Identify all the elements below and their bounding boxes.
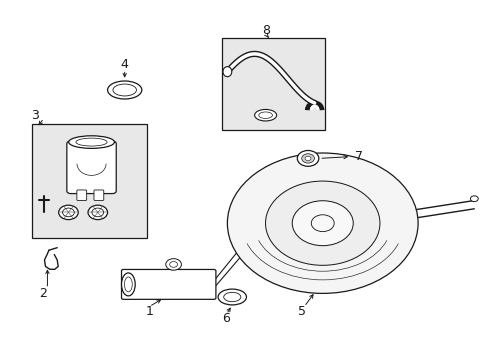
Text: 7: 7 [355, 150, 363, 163]
Bar [222, 38, 325, 130]
Circle shape [165, 258, 181, 270]
Circle shape [305, 156, 310, 161]
Circle shape [292, 201, 352, 246]
Text: 8: 8 [262, 24, 270, 37]
FancyBboxPatch shape [67, 141, 116, 194]
Circle shape [297, 150, 318, 166]
Circle shape [301, 154, 314, 163]
Text: 2: 2 [39, 287, 47, 300]
Circle shape [59, 205, 78, 220]
Text: 3: 3 [31, 109, 39, 122]
Ellipse shape [218, 289, 246, 305]
Text: 4: 4 [121, 58, 128, 71]
FancyBboxPatch shape [121, 270, 215, 300]
FancyBboxPatch shape [77, 190, 86, 201]
FancyBboxPatch shape [94, 190, 103, 201]
Circle shape [469, 196, 477, 202]
Circle shape [88, 205, 107, 220]
Ellipse shape [68, 136, 114, 148]
Ellipse shape [121, 273, 135, 296]
Circle shape [265, 181, 379, 265]
Text: 6: 6 [222, 312, 230, 325]
Bar [32, 124, 146, 238]
Ellipse shape [254, 109, 276, 121]
Text: 1: 1 [145, 305, 153, 318]
Ellipse shape [107, 81, 142, 99]
Ellipse shape [223, 67, 231, 77]
Circle shape [227, 153, 417, 293]
Text: 5: 5 [298, 305, 305, 318]
